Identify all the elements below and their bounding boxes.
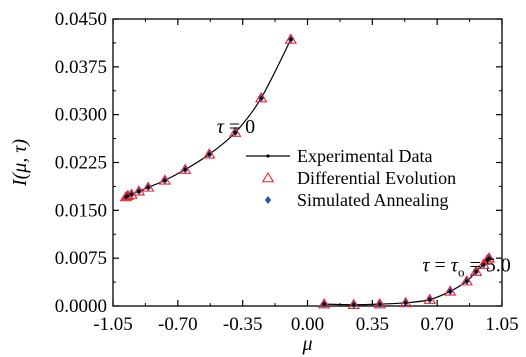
experimental-data-point xyxy=(378,302,382,306)
experimental-data-point xyxy=(126,194,130,198)
differential-evolution-point xyxy=(317,298,331,309)
tick-labels: -1.05 -0.70 -0.35 0.00 0.35 0.70 1.05 0.0000 0.0… xyxy=(55,9,519,335)
differential-evolution-point xyxy=(399,296,412,308)
experimental-data-point xyxy=(146,185,150,189)
experimental-data-point xyxy=(474,269,478,274)
legend-label: Simulated Annealing xyxy=(297,190,448,210)
legend-marker-simulated-annealing xyxy=(264,195,272,205)
experimental-data-line xyxy=(125,39,292,198)
experimental-data-point xyxy=(481,262,486,267)
experimental-data-point xyxy=(137,189,141,193)
differential-evolution-point xyxy=(423,293,436,304)
x-axis-title: μ xyxy=(301,333,312,355)
annotations: τ = 0 τ = τo = 5.0 xyxy=(217,116,511,279)
differential-evolution-point xyxy=(158,174,172,185)
legend-marker-differential-evolution xyxy=(261,171,275,183)
axis-ticks xyxy=(112,18,503,307)
x-tick-label: 0.35 xyxy=(356,314,389,335)
differential-evolution-point xyxy=(460,275,474,286)
experimental-data-point xyxy=(163,178,167,182)
experimental-data-point xyxy=(259,96,263,100)
y-tick-label: 0.0300 xyxy=(55,105,107,126)
differential-evolution-point xyxy=(203,148,216,159)
legend-label: Differential Evolution xyxy=(297,168,456,188)
experimental-data-point xyxy=(404,301,408,305)
experimental-data-point xyxy=(183,167,187,172)
annotation-tau-zero: τ = 0 xyxy=(217,116,255,138)
legend-label: Experimental Data xyxy=(297,146,432,166)
experimental-data-point xyxy=(207,152,211,156)
x-tick-label: -0.70 xyxy=(158,314,198,335)
differential-evolution-point xyxy=(179,163,192,174)
differential-evolution-point xyxy=(229,126,242,137)
x-tick-label: -1.05 xyxy=(93,314,133,335)
experimental-data-point xyxy=(487,256,491,260)
experimental-data-point xyxy=(289,37,293,42)
differential-evolution-point xyxy=(141,181,155,192)
y-tick-label: 0.0225 xyxy=(55,153,107,174)
differential-evolution-point xyxy=(482,252,496,263)
y-tick-label: 0.0150 xyxy=(55,200,107,221)
annotation-tau-five: τ = τo = 5.0 xyxy=(422,255,510,280)
experimental-data-point xyxy=(448,289,452,293)
y-tick-label: 0.0375 xyxy=(55,57,107,78)
x-tick-label: -0.35 xyxy=(223,314,263,335)
experimental-data-point xyxy=(129,192,134,196)
x-tick-label: 1.05 xyxy=(485,314,518,335)
differential-evolution-point xyxy=(443,285,457,296)
y-tick-label: 0.0075 xyxy=(55,248,107,269)
y-tick-label: 0.0000 xyxy=(55,296,107,317)
y-tick-label: 0.0450 xyxy=(55,9,107,30)
experimental-data-point xyxy=(352,303,356,307)
differential-evolution-point xyxy=(284,33,298,44)
experimental-data-point xyxy=(322,302,326,306)
differential-evolution-point xyxy=(132,185,146,196)
legend-marker-experimental xyxy=(266,154,270,158)
y-axis-title: I(μ, τ) xyxy=(9,139,31,188)
experimental-data-point xyxy=(428,298,432,302)
x-tick-label: 0.70 xyxy=(421,314,454,335)
experimental-data-point xyxy=(465,279,469,283)
experimental-data-point xyxy=(233,130,237,135)
differential-evolution-point xyxy=(469,265,483,276)
axis-titles: μ I(μ, τ) xyxy=(9,139,313,355)
differential-evolution-point xyxy=(347,298,361,310)
differential-evolution-point xyxy=(373,298,386,309)
x-tick-label: 0.00 xyxy=(291,314,324,335)
data-markers xyxy=(119,33,496,310)
differential-evolution-point xyxy=(254,92,268,103)
